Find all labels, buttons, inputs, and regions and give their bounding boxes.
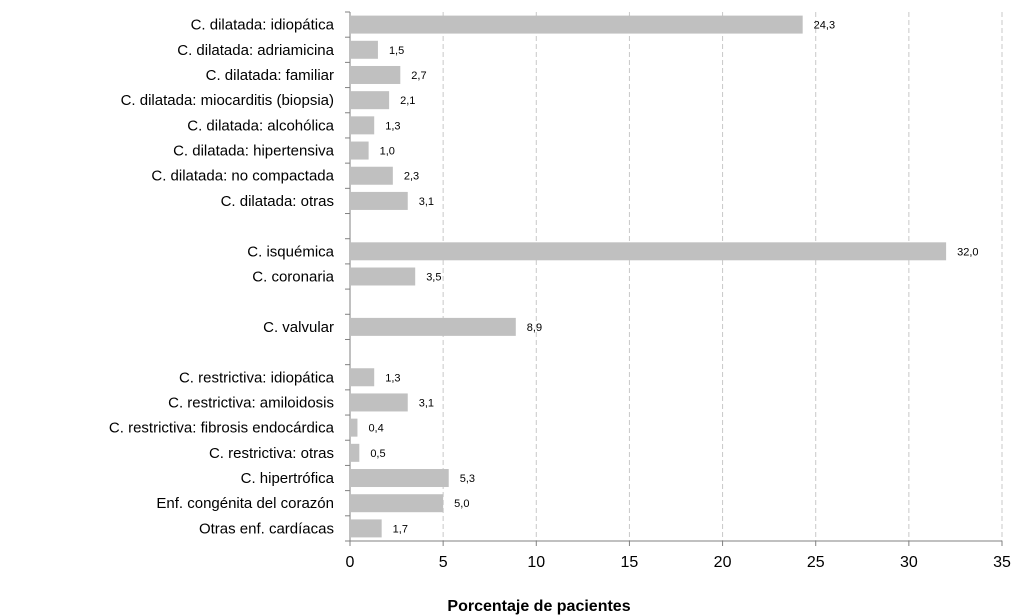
category-label: Enf. congénita del corazón bbox=[156, 495, 334, 512]
bar bbox=[351, 418, 358, 437]
data-label: 1,0 bbox=[380, 146, 395, 158]
category-label: C. isquémica bbox=[247, 243, 334, 260]
category-label: C. restrictiva: otras bbox=[209, 445, 334, 462]
bars-group bbox=[351, 15, 947, 538]
x-tick-label: 0 bbox=[346, 554, 355, 571]
category-label: C. dilatada: no compactada bbox=[151, 168, 334, 185]
grid-lines bbox=[442, 12, 1003, 541]
x-tick-label: 20 bbox=[714, 554, 732, 571]
data-label: 3,1 bbox=[419, 397, 434, 409]
data-label: 1,3 bbox=[385, 120, 400, 132]
x-tick-label: 15 bbox=[621, 554, 639, 571]
category-label: C. hipertrófica bbox=[241, 470, 335, 487]
bar bbox=[351, 141, 369, 160]
bar bbox=[351, 166, 393, 185]
x-tick-label: 35 bbox=[993, 554, 1011, 571]
bar bbox=[351, 15, 803, 34]
bar bbox=[351, 242, 947, 261]
category-label: C. dilatada: familiar bbox=[206, 67, 334, 84]
data-label: 2,1 bbox=[400, 95, 415, 107]
category-label: C. coronaria bbox=[252, 269, 334, 286]
data-label: 2,7 bbox=[411, 70, 426, 82]
data-label: 3,5 bbox=[426, 272, 441, 284]
bar bbox=[351, 317, 516, 336]
labels-group: 0 5 10 15 20 25 30 35 C. dilatada: idiopática 24,… bbox=[109, 17, 1011, 571]
bar bbox=[351, 116, 375, 135]
category-label: C. dilatada: hipertensiva bbox=[173, 143, 335, 160]
x-axis-title: Porcentaje de pacientes bbox=[447, 598, 630, 615]
data-label: 0,4 bbox=[368, 423, 383, 435]
data-label: 8,9 bbox=[527, 322, 542, 334]
category-label: C. valvular bbox=[263, 319, 334, 336]
x-tick-label: 5 bbox=[439, 554, 448, 571]
data-label: 5,0 bbox=[454, 498, 469, 510]
bar bbox=[351, 469, 449, 488]
category-label: C. dilatada: idiopática bbox=[191, 17, 335, 34]
bar bbox=[351, 91, 390, 110]
data-label: 5,3 bbox=[460, 473, 475, 485]
category-label: C. restrictiva: fibrosis endocárdica bbox=[109, 420, 335, 437]
bar bbox=[351, 494, 444, 513]
x-tick-label: 30 bbox=[900, 554, 918, 571]
bar bbox=[351, 368, 375, 387]
bar bbox=[351, 191, 408, 210]
category-label: Otras enf. cardíacas bbox=[199, 520, 334, 537]
data-label: 1,5 bbox=[389, 45, 404, 57]
bar bbox=[351, 393, 408, 412]
data-label: 3,1 bbox=[419, 196, 434, 208]
x-tick-label: 25 bbox=[807, 554, 825, 571]
bar bbox=[351, 40, 378, 59]
axes-group bbox=[345, 11, 1003, 546]
category-label: C. dilatada: otras bbox=[221, 193, 334, 210]
bar bbox=[351, 267, 416, 286]
bar bbox=[351, 519, 382, 538]
data-label: 1,3 bbox=[385, 372, 400, 384]
bar bbox=[351, 443, 360, 462]
category-label: C. dilatada: adriamicina bbox=[177, 42, 334, 59]
category-label: C. restrictiva: amiloidosis bbox=[168, 394, 334, 411]
data-label: 24,3 bbox=[814, 20, 835, 32]
data-label: 1,7 bbox=[393, 523, 408, 535]
category-label: C. restrictiva: idiopática bbox=[179, 369, 335, 386]
x-tick-label: 10 bbox=[527, 554, 545, 571]
bar bbox=[351, 65, 401, 84]
category-label: C. dilatada: miocarditis (biopsia) bbox=[121, 92, 334, 109]
data-label: 32,0 bbox=[957, 246, 978, 258]
data-label: 2,3 bbox=[404, 171, 419, 183]
data-label: 0,5 bbox=[370, 448, 385, 460]
category-label: C. dilatada: alcohólica bbox=[187, 117, 334, 134]
